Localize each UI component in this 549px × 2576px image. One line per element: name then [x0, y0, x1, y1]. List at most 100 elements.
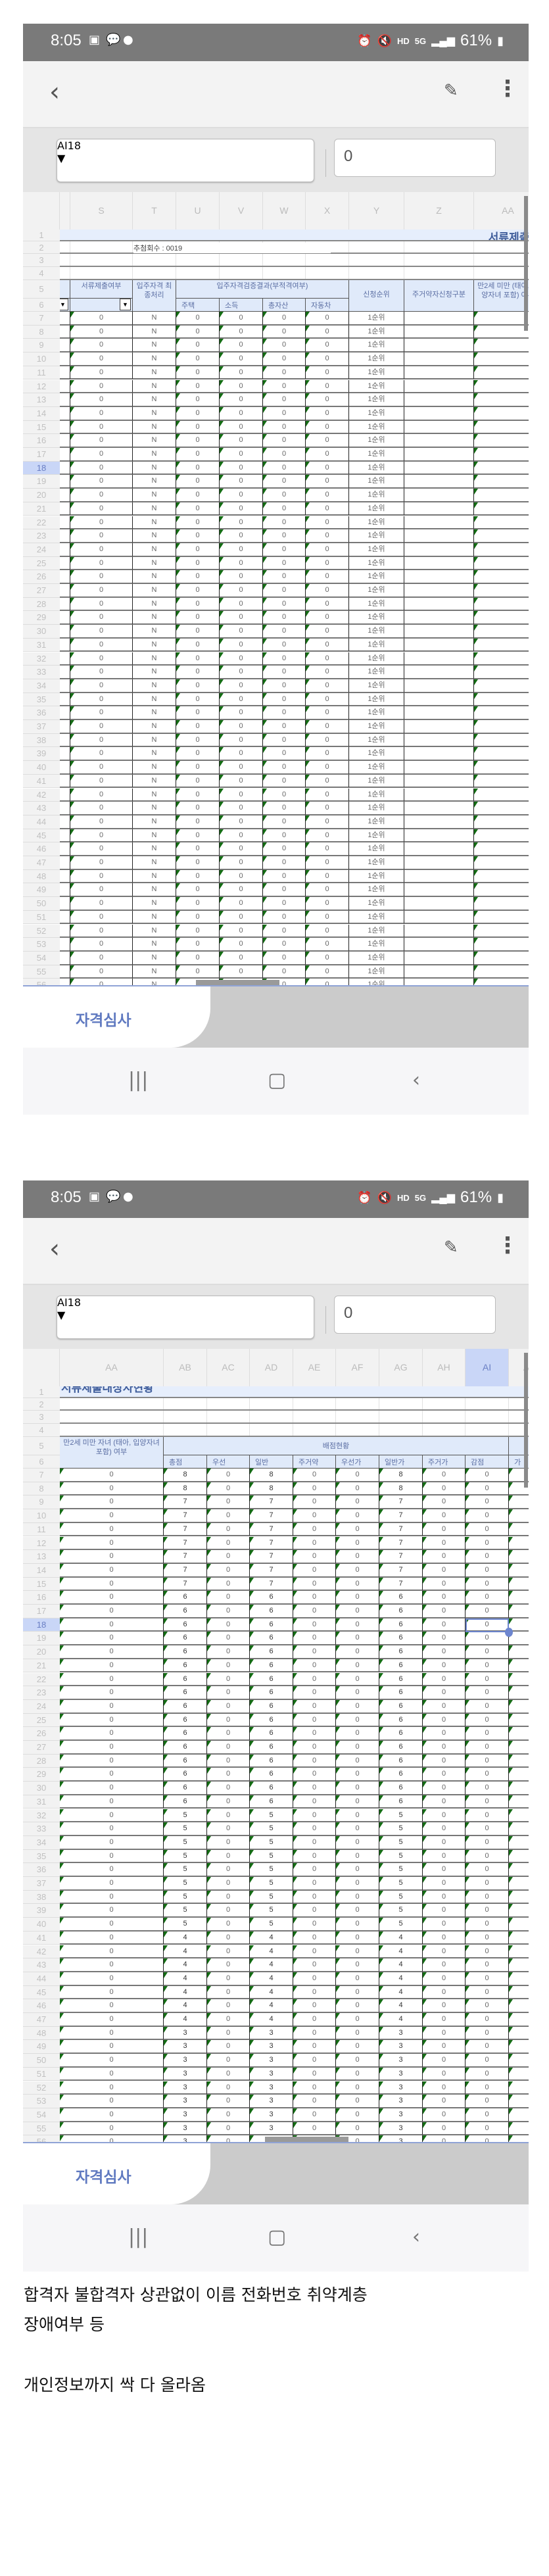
table-cell[interactable]: 0 [176, 312, 220, 326]
table-cell[interactable]: 6 [250, 1645, 293, 1659]
table-cell[interactable] [60, 625, 70, 639]
table-cell[interactable]: 0 [207, 1522, 250, 1537]
table-cell[interactable]: 6 [379, 1754, 423, 1768]
table-cell[interactable]: 0 [423, 1550, 465, 1564]
table-cell[interactable]: 0 [293, 1741, 336, 1755]
table-cell[interactable]: 0 [263, 951, 306, 965]
table-cell[interactable]: 1순위 [349, 448, 404, 462]
table-cell[interactable]: 0 [263, 352, 306, 366]
table-cell[interactable]: 0 [293, 1727, 336, 1741]
table-cell[interactable] [509, 2054, 529, 2068]
table-cell[interactable]: 0 [60, 1522, 164, 1537]
table-cell[interactable] [509, 1904, 529, 1918]
table-cell[interactable]: 0 [293, 1863, 336, 1877]
table-cell[interactable]: 0 [60, 2026, 164, 2041]
table-cell[interactable]: N [133, 720, 176, 734]
table-cell[interactable]: 4 [164, 1958, 207, 1972]
table-cell[interactable]: 3 [250, 2081, 293, 2095]
table-cell[interactable]: 5 [379, 1918, 423, 1932]
table-cell[interactable] [60, 570, 70, 584]
row-header[interactable]: 9 [23, 339, 60, 353]
table-cell[interactable]: 0 [336, 1550, 379, 1564]
table-cell[interactable] [60, 910, 70, 925]
table-cell[interactable]: 0 [465, 1550, 509, 1564]
table-cell[interactable]: 0 [336, 1469, 379, 1482]
table-cell[interactable]: 0 [465, 1849, 509, 1864]
table-cell[interactable]: 0 [423, 2026, 465, 2041]
table-cell[interactable]: 0 [306, 393, 349, 407]
table-cell[interactable]: 5 [164, 1890, 207, 1905]
table-cell[interactable]: N [133, 489, 176, 502]
table-cell[interactable]: 0 [60, 2081, 164, 2095]
table-cell[interactable] [509, 1727, 529, 1741]
table-cell[interactable]: 0 [207, 1563, 250, 1578]
table-cell[interactable]: 5 [379, 1877, 423, 1891]
table-cell[interactable]: 0 [176, 379, 220, 394]
table-cell[interactable]: 0 [306, 516, 349, 530]
table-cell[interactable] [60, 529, 70, 543]
table-cell[interactable]: 0 [474, 434, 529, 448]
table-cell[interactable]: 0 [176, 475, 220, 489]
table-cell[interactable]: 0 [207, 1999, 250, 2013]
table-cell[interactable]: 7 [379, 1495, 423, 1510]
table-cell[interactable]: 0 [220, 461, 263, 475]
table-cell[interactable]: 0 [220, 611, 263, 625]
row-header[interactable]: 46 [23, 842, 60, 856]
table-cell[interactable]: 0 [70, 720, 133, 734]
table-cell[interactable]: 0 [336, 1985, 379, 2000]
table-cell[interactable]: 0 [70, 625, 133, 639]
back-nav-button[interactable]: ‹ [412, 1069, 420, 1092]
row-header[interactable]: 12 [23, 379, 60, 394]
table-cell[interactable] [404, 611, 474, 625]
table-cell[interactable]: 0 [70, 325, 133, 339]
table-cell[interactable]: 0 [220, 379, 263, 394]
table-cell[interactable]: 0 [474, 747, 529, 762]
table-cell[interactable] [404, 352, 474, 366]
table-cell[interactable]: 0 [306, 420, 349, 435]
table-cell[interactable]: 0 [474, 829, 529, 843]
table-cell[interactable]: 6 [164, 1795, 207, 1809]
table-cell[interactable]: 0 [176, 706, 220, 720]
table-cell[interactable]: 0 [220, 910, 263, 925]
table-cell[interactable]: 0 [176, 733, 220, 748]
table-cell[interactable]: 7 [250, 1509, 293, 1523]
table-cell[interactable] [509, 2026, 529, 2041]
table-cell[interactable] [60, 489, 70, 502]
table-cell[interactable] [404, 747, 474, 762]
table-cell[interactable]: 1순위 [349, 951, 404, 965]
table-cell[interactable]: 6 [164, 1754, 207, 1768]
table-cell[interactable]: 0 [207, 1863, 250, 1877]
row-header[interactable]: 50 [23, 2054, 60, 2068]
empty-cell[interactable] [306, 254, 349, 267]
table-cell[interactable]: 0 [70, 461, 133, 475]
table-cell[interactable]: 3 [379, 2067, 423, 2081]
table-cell[interactable]: 0 [293, 1522, 336, 1537]
table-cell[interactable]: 0 [263, 393, 306, 407]
table-cell[interactable]: 0 [263, 802, 306, 815]
table-cell[interactable]: 1순위 [349, 584, 404, 598]
table-cell[interactable]: 0 [465, 1713, 509, 1728]
table-cell[interactable]: N [133, 842, 176, 856]
table-cell[interactable]: 6 [250, 1741, 293, 1755]
table-cell[interactable]: 0 [474, 965, 529, 979]
table-cell[interactable]: 0 [474, 733, 529, 748]
table-cell[interactable]: 0 [176, 856, 220, 870]
table-cell[interactable]: 0 [336, 1782, 379, 1795]
table-cell[interactable] [509, 1645, 529, 1659]
table-cell[interactable] [404, 339, 474, 353]
table-cell[interactable]: 0 [336, 2081, 379, 2095]
row-header[interactable]: 48 [23, 2026, 60, 2041]
table-cell[interactable]: 6 [250, 1686, 293, 1700]
table-cell[interactable]: 6 [250, 1713, 293, 1728]
row-header[interactable]: 47 [23, 856, 60, 870]
table-cell[interactable] [509, 1550, 529, 1564]
table-cell[interactable]: 3 [164, 2095, 207, 2108]
table-cell[interactable]: N [133, 774, 176, 789]
table-cell[interactable] [509, 1754, 529, 1768]
table-cell[interactable]: 0 [306, 979, 349, 985]
table-cell[interactable]: 0 [70, 924, 133, 938]
table-cell[interactable]: 0 [423, 1822, 465, 1836]
table-cell[interactable]: 0 [465, 2054, 509, 2068]
empty-cell[interactable] [164, 1411, 207, 1424]
table-cell[interactable]: 6 [250, 1672, 293, 1687]
